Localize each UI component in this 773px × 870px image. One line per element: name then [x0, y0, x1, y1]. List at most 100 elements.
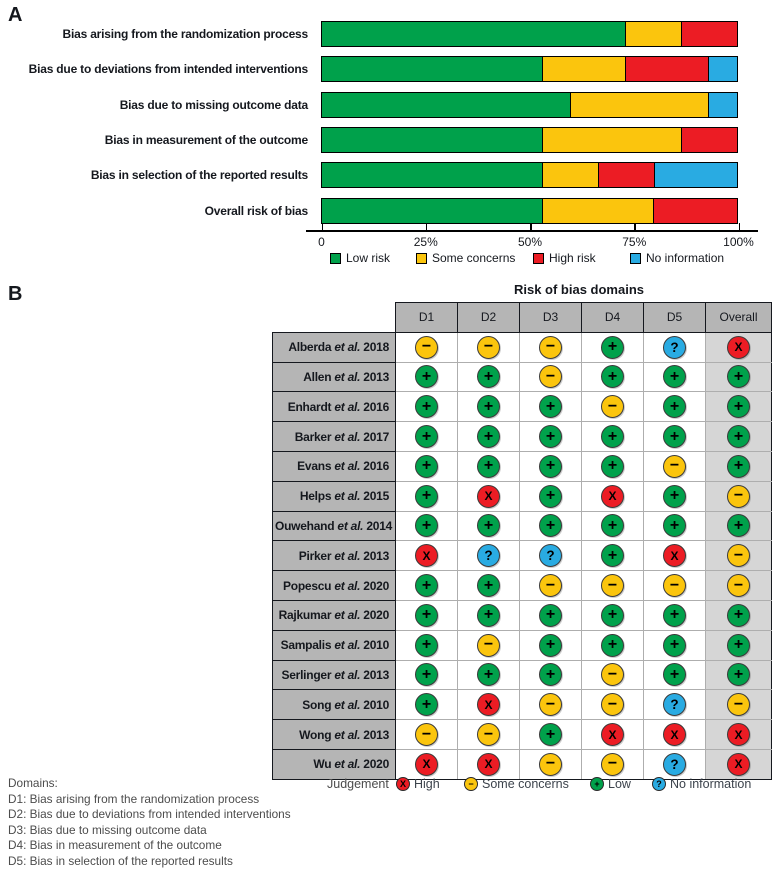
- study-year: 2016: [360, 399, 389, 414]
- rating-cell-d5: ?: [643, 689, 706, 721]
- low-judgement-icon: +: [477, 425, 500, 449]
- low-judgement-icon: +: [663, 365, 686, 389]
- low-judgement-icon: +: [601, 425, 624, 449]
- study-row: Enhardt et al. 2016 + + + − + +: [272, 391, 772, 423]
- low-judgement-icon: +: [727, 454, 750, 478]
- panel-a-letter: A: [8, 4, 23, 26]
- panel-b-letter: B: [8, 283, 23, 305]
- column-header-d2: D2: [457, 302, 520, 333]
- column-header-d5: D5: [643, 302, 706, 333]
- low-judgement-icon: +: [727, 395, 750, 419]
- low-judgement-icon: +: [539, 425, 562, 449]
- rating-cell-d1: +: [395, 570, 458, 601]
- some-judgement-icon: −: [601, 574, 624, 598]
- domain-definitions-title: Domains:: [8, 776, 58, 790]
- study-row: Rajkumar et al. 2020 + + + + + +: [272, 599, 772, 631]
- some-judgement-icon: −: [539, 752, 562, 776]
- table-header: D1 D2 D3 D4 D5 Overall: [272, 302, 772, 333]
- low-judgement-icon: +: [477, 514, 500, 538]
- study-row: Alberda et al. 2018− − − +? X: [272, 331, 772, 363]
- domain-definition: D5: Bias in selection of the reported re…: [8, 853, 233, 868]
- high-judgement-icon: X: [477, 484, 500, 508]
- rating-cell-d3: −: [519, 361, 582, 393]
- bar-segment-high: [681, 22, 737, 46]
- rating-cell-d5: −: [643, 570, 706, 601]
- study-row: Barker et al. 2017 + + + + + +: [272, 421, 772, 452]
- rating-cell-overall: X: [705, 748, 772, 780]
- study-name-cell: Alberda et al. 2018: [272, 331, 396, 363]
- low-judgement-icon: +: [601, 365, 624, 389]
- low-judgement-icon: +: [477, 603, 500, 627]
- rating-cell-overall: +: [705, 421, 772, 452]
- rating-cell-d4: −: [581, 391, 644, 423]
- rating-cell-d3: +: [519, 480, 582, 512]
- some-judgement-icon: −: [477, 633, 500, 657]
- low-judgement-icon: +: [539, 484, 562, 508]
- rating-cell-d4: +: [581, 331, 644, 363]
- study-etal: et al.: [334, 459, 361, 474]
- rating-cell-d2: X: [457, 480, 520, 512]
- study-name-cell: Song et al. 2010: [272, 689, 396, 721]
- domain-definition: D3: Bias due to missing outcome data: [8, 822, 207, 837]
- rating-cell-d3: +: [519, 510, 582, 542]
- bar-segment-low: [322, 198, 543, 223]
- rating-cell-overall: −: [705, 570, 772, 601]
- rating-cell-d2: +: [457, 510, 520, 542]
- some-judgement-icon: −: [464, 777, 478, 791]
- low-judgement-icon: +: [663, 633, 686, 657]
- rating-cell-overall: −: [705, 689, 772, 721]
- rating-cell-d3: −: [519, 570, 582, 601]
- column-header-d1: D1: [395, 302, 458, 333]
- rating-cell-d4: +: [581, 450, 644, 482]
- legend-label: High risk: [549, 251, 596, 265]
- bar-segment-some: [542, 127, 682, 152]
- high-judgement-icon: X: [477, 693, 500, 717]
- risk-of-bias-table: D1 D2 D3 D4 D5 Overall Alberda et al. 2018− − −…: [272, 302, 772, 780]
- low-judgement-icon: +: [415, 365, 438, 389]
- some-judgement-icon: −: [601, 395, 624, 419]
- study-year: 2020: [360, 608, 389, 623]
- rating-cell-d1: +: [395, 629, 458, 661]
- rating-cell-d1: +: [395, 659, 458, 691]
- stacked-bar: [321, 197, 738, 224]
- stacked-bar: [321, 91, 738, 118]
- rating-cell-d5: +: [643, 629, 706, 661]
- rating-cell-d2: ?: [457, 540, 520, 572]
- bar-row: Bias in selection of the reported result…: [0, 162, 773, 189]
- judgement-legend-item: + Low: [590, 777, 631, 791]
- some-judgement-icon: −: [663, 454, 686, 478]
- some-judgement-icon: −: [539, 335, 562, 359]
- low-judgement-icon: +: [539, 723, 562, 747]
- rating-cell-d4: −: [581, 659, 644, 691]
- low-judgement-icon: +: [727, 365, 750, 389]
- rating-cell-d2: +: [457, 421, 520, 452]
- some-judgement-icon: −: [539, 365, 562, 389]
- stacked-bar: [321, 21, 738, 47]
- low-judgement-icon: +: [415, 574, 438, 598]
- bar-segment-high: [681, 127, 737, 152]
- rating-cell-overall: X: [705, 331, 772, 363]
- study-name: Serlinger: [281, 667, 335, 682]
- rating-cell-overall: +: [705, 391, 772, 423]
- rating-cell-d3: −: [519, 689, 582, 721]
- header-corner-cell: [272, 302, 396, 333]
- study-year: 2014: [363, 518, 393, 533]
- rating-cell-d1: X: [395, 540, 458, 572]
- bar-segment-low: [322, 163, 542, 188]
- axis-tick-label: 0: [318, 235, 325, 249]
- axis-tick: [321, 223, 324, 230]
- study-etal: et al.: [334, 578, 361, 593]
- high-judgement-icon: X: [415, 544, 438, 568]
- rating-cell-d5: X: [643, 540, 706, 572]
- study-name-cell: Popescu et al. 2020: [272, 570, 396, 601]
- noinfo-judgement-icon: ?: [477, 544, 500, 568]
- noinfo-judgement-icon: ?: [663, 752, 686, 776]
- noinfo-judgement-icon: ?: [539, 544, 562, 568]
- study-year: 2017: [360, 429, 389, 444]
- judgement-legend-item: ? No information: [652, 777, 751, 791]
- some-judgement-icon: −: [415, 335, 438, 359]
- rating-cell-d3: +: [519, 659, 582, 691]
- stacked-bar: [321, 126, 738, 153]
- column-header-d4: D4: [581, 302, 644, 333]
- rating-cell-d4: −: [581, 689, 644, 721]
